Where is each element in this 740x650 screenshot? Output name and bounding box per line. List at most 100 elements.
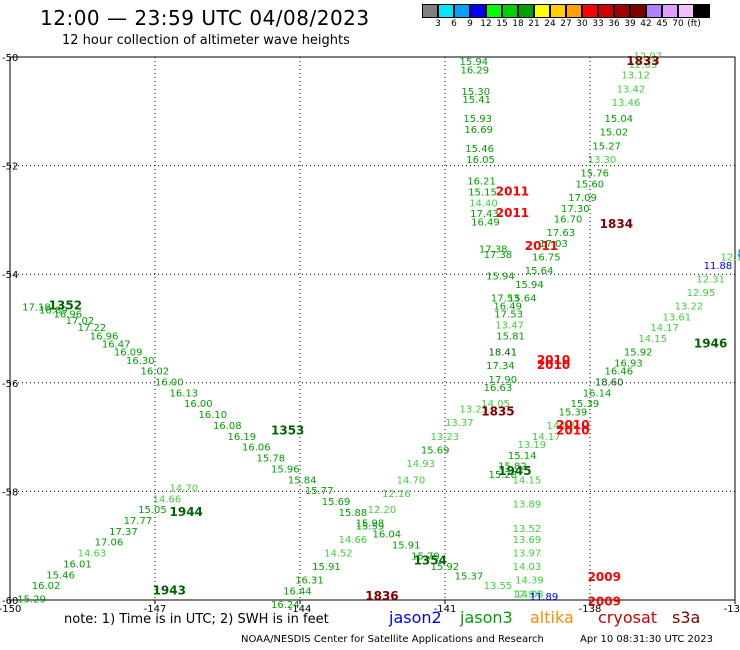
pass-time-label: 8 [737, 247, 740, 261]
wave-height-value: 15.96 [271, 464, 300, 475]
legend-item-cryosat: cryosat [598, 608, 658, 627]
wave-height-value: 15.94 [515, 280, 544, 291]
color-scale-label: 36 [608, 19, 620, 29]
wave-height-value: 16.00 [155, 378, 184, 389]
color-scale-label: 12 [480, 19, 492, 29]
color-scale-label: 15 [496, 19, 508, 29]
wave-height-value: 15.77 [305, 486, 334, 497]
pass-time-label: 1834 [600, 217, 633, 231]
wave-height-value: 16.00 [184, 399, 213, 410]
color-scale-label: 6 [451, 19, 457, 29]
wave-height-value: 16.02 [32, 581, 61, 592]
credit-line: NOAA/NESDIS Center for Satellite Applica… [241, 634, 544, 645]
generated-timestamp: Apr 10 08:31:30 UTC 2023 [580, 634, 713, 645]
wave-height-value: 17.34 [486, 361, 515, 372]
wave-height-value: 15.28 [489, 470, 518, 481]
wave-height-value: 18.60 [595, 378, 624, 389]
wave-height-value: 15.60 [576, 179, 605, 190]
wave-height-value: 15.30 [461, 87, 490, 98]
color-scale: 3 6 9 12 15 18 21 24 27 30 33 36 39 42 45 70 (ft) [422, 4, 710, 30]
wave-height-value: 14.66 [339, 535, 368, 546]
pass-time-label: 1943 [153, 584, 186, 598]
pass-time-label: 1946 [694, 337, 727, 351]
wave-height-value: 14.93 [547, 421, 576, 432]
wave-height-value: 14.15 [638, 334, 667, 345]
wave-height-value: 13.30 [588, 155, 617, 166]
wave-height-value: 17.38 [479, 244, 508, 255]
color-scale-swatches [422, 4, 710, 18]
wave-height-value: 16.70 [554, 215, 583, 226]
wave-height-value: 16.21 [467, 177, 496, 188]
wave-height-value: 16.30 [126, 356, 155, 367]
wave-height-value: 16.75 [532, 253, 561, 264]
wave-height-value: 14.05 [481, 399, 510, 410]
wave-height-value: 15.76 [580, 168, 609, 179]
wave-height-value: 12.16 [382, 489, 411, 500]
pass-time-label: 1354 [414, 554, 447, 568]
wave-height-value: 14.70 [170, 483, 199, 494]
color-scale-swatch [470, 4, 486, 18]
color-scale-swatch [646, 4, 662, 18]
wave-height-value: 16.44 [283, 587, 312, 598]
wave-height-value: 14.93 [406, 459, 435, 470]
wave-height-value: 15.88 [339, 508, 368, 519]
color-scale-label: 39 [624, 19, 636, 29]
wave-height-value: 13.89 [513, 500, 542, 511]
wave-height-value: 16.05 [466, 155, 495, 166]
wave-height-value: 12.31 [696, 274, 725, 285]
wave-height-value: 14.40 [469, 198, 498, 209]
color-scale-swatch [502, 4, 518, 18]
wave-height-value: 13.47 [495, 321, 524, 332]
wave-height-value: 16.96 [90, 331, 119, 342]
wave-height-value: 15.46 [465, 144, 494, 155]
wave-height-value: 17.90 [489, 375, 518, 386]
wave-height-value: 17.06 [95, 538, 124, 549]
wave-height-value: 17.53 [491, 293, 520, 304]
wave-height-value: 16.47 [102, 340, 131, 351]
color-scale-swatch [550, 4, 566, 18]
pass-time-label: 1352 [49, 298, 82, 312]
color-scale-swatch [422, 4, 438, 18]
color-scale-label: 21 [528, 19, 540, 29]
wave-height-value: 11.88 [704, 261, 733, 272]
color-scale-swatch [438, 4, 454, 18]
wave-height-value: 16.04 [373, 530, 402, 541]
wave-height-value: 16.49 [471, 217, 500, 228]
y-tick-label: -60 [2, 596, 18, 607]
pass-time-label: 1353 [271, 423, 304, 437]
color-scale-label: 33 [592, 19, 604, 29]
wave-height-value: 13.23 [431, 432, 460, 443]
wave-height-value: 16.69 [464, 125, 493, 136]
wave-height-value: 17.18 [22, 303, 51, 314]
wave-height-value: 17.22 [78, 323, 107, 334]
wave-height-value: 14.63 [78, 549, 107, 560]
color-scale-label: 30 [576, 19, 588, 29]
wave-height-value: 15.64 [525, 266, 554, 277]
wave-height-value: 16.19 [228, 432, 257, 443]
wave-height-value: 15.94 [460, 57, 489, 68]
pass-time-label: 1944 [170, 505, 203, 519]
wave-height-value: 16.46 [605, 367, 634, 378]
pass-time-label: 2010 [537, 358, 570, 372]
y-tick-label: -56 [2, 379, 18, 390]
pass-time-label: 2011 [525, 239, 558, 253]
wave-height-value: 15.59 [356, 521, 385, 532]
wave-height-value: 16.96 [54, 310, 83, 321]
wave-height-value: 15.91 [312, 562, 341, 573]
footer-note: note: 1) Time is in UTC; 2) SWH is in fe… [64, 612, 329, 627]
wave-height-value: 13.61 [663, 312, 692, 323]
wave-height-value: 12.95 [687, 288, 716, 299]
wave-height-value: 15.37 [455, 571, 484, 582]
wave-height-value: 16.02 [141, 367, 170, 378]
wave-height-value: 16.24 [271, 600, 300, 611]
wave-height-value: 18.41 [489, 348, 518, 359]
wave-height-value: 17.02 [66, 316, 95, 327]
chart-subtitle: 12 hour collection of altimeter wave hei… [62, 33, 350, 48]
wave-height-value: 15.94 [486, 272, 515, 283]
y-tick-label: -58 [2, 487, 18, 498]
wave-height-value: 16.93 [614, 359, 643, 370]
wave-height-value: 14.15 [513, 475, 542, 486]
color-scale-label: 70 [672, 19, 684, 29]
wave-height-value: 13.25 [460, 405, 489, 416]
wave-height-value: 14.17 [532, 432, 561, 443]
